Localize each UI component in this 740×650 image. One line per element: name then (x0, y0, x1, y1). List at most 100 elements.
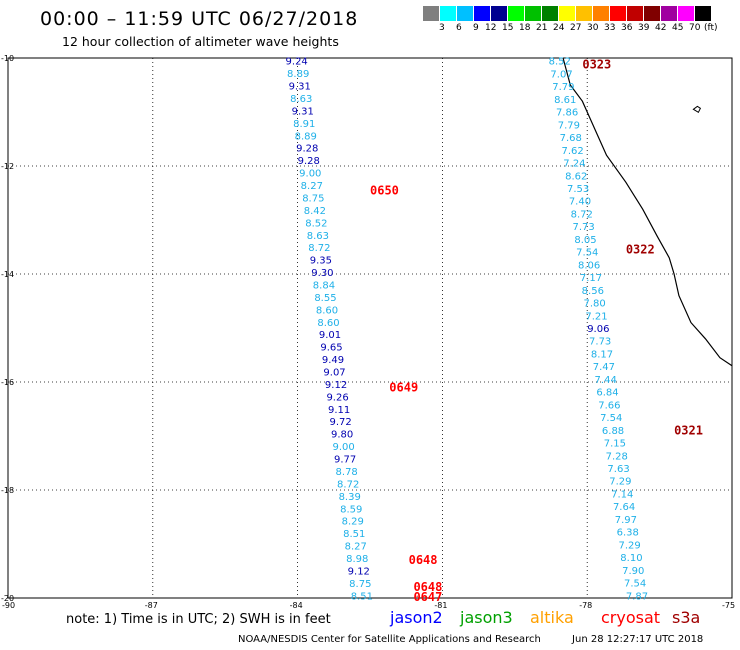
coastline (562, 57, 733, 367)
wave-value-east: 7.15 (604, 439, 626, 450)
wave-value-east: 7.29 (618, 540, 640, 551)
wave-value-east: 7.21 (585, 311, 607, 322)
scale-swatch (525, 6, 541, 21)
scale-label: 9 (473, 23, 479, 33)
wave-value-east: 7.90 (622, 566, 644, 577)
wave-value-east: 7.68 (560, 133, 582, 144)
scale-swatch (678, 6, 694, 21)
scale-swatch (644, 6, 660, 21)
legend-altika: altika (530, 608, 574, 627)
wave-value-west: 8.51 (351, 591, 373, 602)
wave-value-west: 8.72 (308, 243, 330, 254)
scale-swatch (627, 6, 643, 21)
pass-time-label: 0648 (409, 553, 438, 567)
island (692, 105, 702, 114)
scale-swatch (661, 6, 677, 21)
scale-label: 6 (456, 23, 462, 33)
lat-label: -12 (1, 162, 14, 171)
wave-value-east: 7.28 (606, 451, 628, 462)
scale-unit: (ft) (704, 23, 718, 33)
pass-time-label: 0650 (370, 183, 399, 197)
scale-swatch (593, 6, 609, 21)
wave-value-east: 7.79 (552, 82, 574, 93)
footer-timestamp: Jun 28 12:27:17 UTC 2018 (572, 634, 704, 645)
legend-jason2: jason2 (390, 608, 443, 627)
lat-label: -10 (1, 54, 14, 63)
wave-value-west: 9.77 (334, 455, 356, 466)
wave-value-west: 9.72 (329, 417, 351, 428)
wave-value-east: 8.52 (549, 57, 571, 68)
wave-value-east: 8.06 (578, 260, 600, 271)
wave-value-east: 6.38 (617, 528, 639, 539)
wave-value-west: 9.28 (298, 156, 320, 167)
pass-time-label: 0323 (582, 57, 611, 71)
wave-value-west: 9.00 (299, 169, 321, 180)
scale-swatch (474, 6, 490, 21)
lon-label: -75 (722, 601, 735, 610)
wave-value-east: 7.44 (595, 375, 617, 386)
lon-label: -87 (145, 601, 158, 610)
lon-label: -90 (2, 601, 15, 610)
wave-value-west: 8.52 (305, 218, 327, 229)
wave-value-east: 7.14 (611, 489, 633, 500)
wave-value-west: 9.31 (292, 106, 314, 117)
wave-value-east: 7.47 (593, 362, 615, 373)
wave-value-east: 7.54 (624, 579, 646, 590)
page-title: 00:00 – 11:59 UTC 06/27/2018 (40, 8, 359, 30)
wave-value-west: 9.12 (348, 566, 370, 577)
pass-time-label: 0321 (674, 424, 703, 438)
wave-value-east: 7.87 (626, 591, 648, 602)
wave-value-east: 8.72 (571, 209, 593, 220)
lon-label: -81 (434, 601, 447, 610)
wave-value-east: 9.06 (587, 324, 609, 335)
wave-value-west: 9.07 (323, 368, 345, 379)
wave-value-east: 7.79 (558, 120, 580, 131)
wave-value-east: 7.54 (576, 248, 598, 259)
wave-value-west: 8.39 (339, 492, 361, 503)
footer-credit: NOAA/NESDIS Center for Satellite Applica… (238, 634, 541, 645)
wave-value-west: 9.49 (322, 355, 344, 366)
wave-value-east: 7.40 (569, 197, 591, 208)
legend-jason3: jason3 (460, 608, 513, 627)
wave-value-east: 7.54 (600, 413, 622, 424)
wave-value-east: 8.61 (554, 95, 576, 106)
pass-time-label: 0649 (389, 380, 418, 394)
wave-value-west: 9.26 (326, 392, 348, 403)
scale-label: 21 (536, 23, 548, 33)
scale-label: 18 (519, 23, 531, 33)
scale-label: 70 (689, 23, 701, 33)
wave-value-west: 8.60 (317, 318, 339, 329)
pass-time-label: 0648 (413, 580, 442, 594)
wave-value-west: 9.35 (310, 256, 332, 267)
lon-label: -84 (290, 601, 303, 610)
scale-label: 36 (621, 23, 633, 33)
wave-value-west: 8.59 (340, 504, 362, 515)
wave-value-east: 7.73 (572, 222, 594, 233)
page-subtitle: 12 hour collection of altimeter wave hei… (62, 34, 339, 49)
wave-value-east: 7.80 (584, 299, 606, 310)
scale-swatch (576, 6, 592, 21)
lat-label: -14 (1, 270, 14, 279)
wave-value-east: 7.29 (609, 477, 631, 488)
wave-value-west: 8.75 (302, 193, 324, 204)
wave-value-east: 8.05 (574, 235, 596, 246)
wave-value-west: 9.24 (286, 57, 308, 68)
wave-value-west: 8.27 (345, 542, 367, 553)
scale-swatch (610, 6, 626, 21)
wave-value-west: 8.89 (295, 131, 317, 142)
lat-label: -18 (1, 486, 14, 495)
legend-s3a: s3a (672, 608, 701, 627)
wave-value-east: 8.10 (620, 553, 642, 564)
lon-label: -78 (579, 601, 592, 610)
scale-swatch (508, 6, 524, 21)
wave-value-east: 7.64 (613, 502, 635, 513)
wave-value-east: 8.62 (565, 171, 587, 182)
wave-value-west: 9.00 (333, 442, 355, 453)
wave-value-west: 9.31 (289, 82, 311, 93)
wave-value-west: 8.98 (346, 554, 368, 565)
scale-label: 33 (604, 23, 616, 33)
wave-value-east: 6.84 (596, 388, 618, 399)
wave-value-east: 7.97 (615, 515, 637, 526)
scale-label: 39 (638, 23, 650, 33)
